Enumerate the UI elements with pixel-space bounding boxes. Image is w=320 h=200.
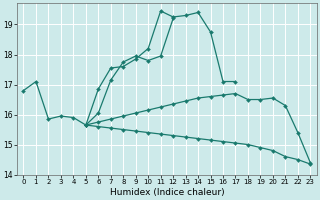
X-axis label: Humidex (Indice chaleur): Humidex (Indice chaleur) bbox=[109, 188, 224, 197]
